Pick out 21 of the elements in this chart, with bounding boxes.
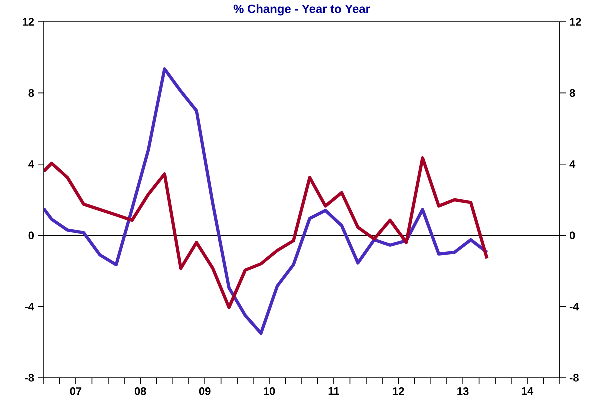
y-tick-label: 0 xyxy=(28,232,34,240)
y-tick-label: 4 xyxy=(28,160,34,168)
x-tick-label: 12 xyxy=(393,388,404,396)
x-tick-label: 14 xyxy=(522,388,534,396)
y2-tick-label: 4 xyxy=(570,160,576,168)
y-tick-label: 12 xyxy=(22,18,34,26)
x-tick-label: 10 xyxy=(264,388,276,396)
x-tick-label: 08 xyxy=(134,388,146,396)
y-tick-label: 8 xyxy=(28,89,34,98)
x-tick-label: 11 xyxy=(328,388,340,396)
y2-tick-label: -4 xyxy=(570,303,580,311)
chart-title: % Change - Year to Year xyxy=(234,4,370,16)
y-tick-label: -4 xyxy=(25,303,34,311)
y-tick-label: -8 xyxy=(25,374,34,382)
y2-tick-label: 0 xyxy=(570,232,576,240)
x-tick-label: 09 xyxy=(199,388,211,396)
y2-tick-label: -8 xyxy=(570,374,579,382)
x-tick-label: 07 xyxy=(70,388,82,396)
y2-tick-label: 8 xyxy=(570,89,576,98)
x-tick-label: 13 xyxy=(458,388,469,396)
y2-tick-label: 12 xyxy=(570,18,582,26)
